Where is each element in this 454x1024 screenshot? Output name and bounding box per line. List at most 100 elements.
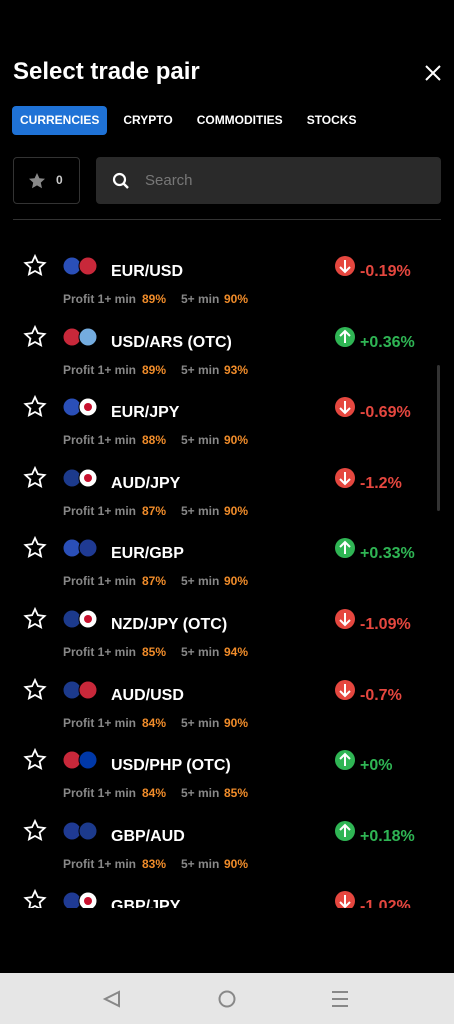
pair-row[interactable]: GBP/AUD Profit 1+ min 83% 5+ min 90% +0.18% (0, 811, 454, 881)
profit-label: 5+ min (181, 292, 220, 306)
pair-row[interactable]: USD/ARS (OTC) Profit 1+ min 89% 5+ min 93% +0… (0, 317, 454, 387)
favorite-star[interactable] (23, 253, 47, 277)
profit-label: 5+ min (181, 574, 220, 589)
pair-row[interactable]: AUD/JPY Profit 1+ min 87% 5+ min 90% -1.2% (0, 458, 454, 528)
tab-bar: CURRENCIES CRYPTO COMMODITIES STOCKS (12, 106, 372, 135)
row-icons (23, 677, 355, 700)
row-icons (23, 324, 355, 347)
favorite-star[interactable] (23, 677, 47, 700)
trend-arrow (339, 329, 351, 343)
profit-value: 90% (224, 292, 249, 306)
profit-value: 84% (142, 786, 167, 801)
pair-name: AUD/JPY (111, 474, 181, 492)
profit-label: Profit 1+ min (63, 292, 137, 306)
nav-bar (0, 973, 454, 1024)
pair-name: EUR/USD (111, 263, 184, 280)
pair-name: EUR/JPY (111, 404, 180, 422)
pair-row[interactable]: EUR/USD Profit 1+ min 89% 5+ min 90% -0.19% (0, 246, 454, 316)
trend-arrow (339, 613, 351, 627)
profit-value: 87% (142, 503, 167, 518)
profit-label: 5+ min (181, 362, 220, 377)
profit-value: 85% (224, 786, 249, 801)
home-button[interactable] (218, 990, 236, 1008)
pair-row[interactable]: AUD/USD Profit 1+ min 84% 5+ min 90% -0.7% (0, 670, 454, 740)
pair-name: GBP/AUD (111, 827, 185, 845)
trend-arrow (339, 401, 351, 415)
pair-row[interactable]: EUR/JPY Profit 1+ min 88% 5+ min 90% -0.69% (0, 387, 454, 457)
flag (62, 538, 82, 558)
profit-value: 89% (142, 292, 167, 306)
pair-row[interactable]: NZD/JPY (OTC) Profit 1+ min 85% 5+ min 94% -1… (0, 599, 454, 669)
favorite-star[interactable] (23, 465, 47, 488)
flag-dot (84, 615, 92, 623)
favorite-star[interactable] (23, 395, 47, 418)
flag-dot (84, 897, 92, 906)
tab[interactable]: CRYPTO (123, 113, 173, 127)
back-button[interactable] (102, 990, 120, 1008)
star-icon (29, 173, 45, 189)
profit-value: 90% (224, 574, 249, 589)
scrollbar (437, 365, 440, 511)
pair-row[interactable]: GBP/JPY -1.02% (0, 881, 454, 908)
tab[interactable]: COMMODITIES (196, 113, 283, 127)
favorites-button[interactable]: 0 (13, 157, 80, 204)
profit-label: Profit 1+ min (63, 433, 137, 448)
title: Select trade pair (13, 58, 200, 85)
search-icon (112, 172, 129, 189)
pair-row[interactable]: EUR/GBP Profit 1+ min 87% 5+ min 90% +0.33% (0, 528, 454, 598)
flag (62, 750, 82, 770)
search-box[interactable]: Search (96, 157, 441, 204)
profit-label: Profit 1+ min (63, 786, 137, 801)
profit-value: 88% (142, 433, 167, 448)
change: +0% (360, 757, 393, 775)
profit-label: 5+ min (181, 856, 220, 871)
flag (62, 609, 82, 629)
pair-row[interactable]: USD/PHP (OTC) Profit 1+ min 84% 5+ min 85% +0… (0, 740, 454, 810)
profit-value: 90% (224, 715, 249, 730)
change: -1.09% (360, 616, 411, 633)
profit-label: Profit 1+ min (63, 856, 137, 871)
row-icons (23, 253, 355, 277)
change: +0.36% (360, 333, 415, 351)
change: -0.19% (360, 263, 411, 280)
favorite-star[interactable] (23, 889, 47, 908)
row-icons (23, 818, 355, 841)
pair-name: GBP/JPY (111, 898, 181, 908)
trend-arrow (339, 683, 351, 698)
row-icons (23, 395, 355, 418)
divider (13, 219, 441, 220)
profit-value: 90% (224, 856, 249, 871)
flag (78, 327, 98, 347)
trend-arrow (339, 895, 351, 908)
tab[interactable]: CURRENCIES (12, 106, 108, 135)
favorite-star[interactable] (23, 536, 47, 559)
change: -0.69% (360, 404, 411, 422)
profit-value: 90% (224, 433, 249, 448)
pair-name: AUD/USD (111, 686, 184, 704)
tab[interactable]: STOCKS (306, 113, 357, 127)
favorite-star[interactable] (23, 324, 47, 347)
close-button[interactable] (424, 64, 442, 82)
favorite-star[interactable] (23, 748, 47, 771)
profit-label: 5+ min (181, 503, 220, 518)
trend-arrow (339, 752, 351, 767)
flag (78, 821, 98, 841)
profit-label: 5+ min (181, 786, 220, 801)
profit-value: 89% (142, 362, 167, 377)
profit-label: Profit 1+ min (63, 645, 137, 659)
flag (78, 750, 98, 770)
search-placeholder: Search (145, 172, 193, 189)
profit-value: 87% (142, 574, 167, 589)
change: -1.2% (360, 474, 402, 492)
profit-label: Profit 1+ min (63, 503, 137, 518)
favorite-star[interactable] (23, 818, 47, 841)
pair-name: USD/PHP (OTC) (111, 757, 231, 775)
menu-button[interactable] (332, 991, 348, 1007)
pair-name: NZD/JPY (OTC) (111, 616, 228, 633)
pair-name: EUR/GBP (111, 545, 184, 563)
profit-label: 5+ min (181, 715, 220, 730)
trend-arrow (339, 260, 351, 274)
favorite-star[interactable] (23, 606, 47, 630)
profit-value: 84% (142, 715, 167, 730)
